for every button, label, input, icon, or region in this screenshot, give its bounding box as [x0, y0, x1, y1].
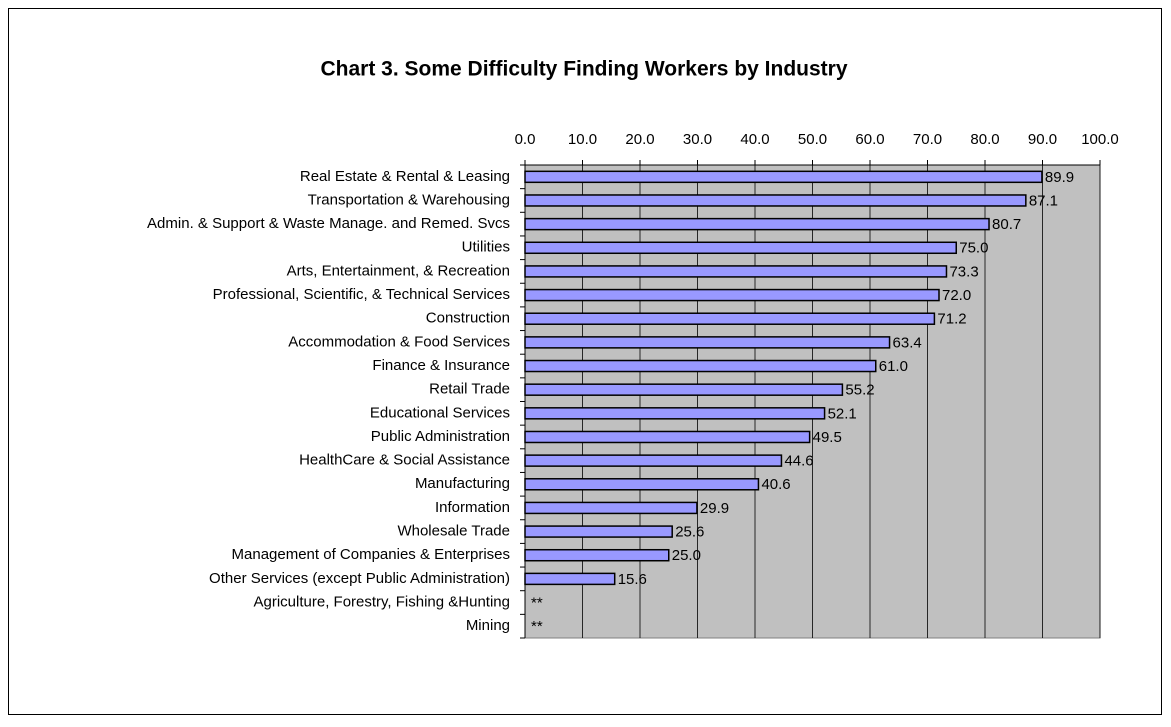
data-label: 72.0: [942, 287, 971, 304]
bar: [524, 525, 673, 538]
x-tick-label: 10.0: [568, 131, 597, 148]
x-tick-label: 30.0: [683, 131, 712, 148]
data-label: 75.0: [959, 240, 988, 257]
data-label: 71.2: [937, 311, 966, 328]
bar: [524, 312, 936, 325]
data-label: 61.0: [879, 358, 908, 375]
y-tick-label: Finance & Insurance: [372, 357, 510, 374]
bar: [524, 265, 948, 278]
y-tick-label: Other Services (except Public Administra…: [209, 570, 510, 587]
y-tick-label: Management of Companies & Enterprises: [232, 546, 510, 563]
x-tick-label: 20.0: [625, 131, 654, 148]
bar: [524, 288, 940, 302]
y-tick-label: Wholesale Trade: [397, 523, 510, 540]
data-label: **: [531, 618, 543, 635]
x-tick-label: 90.0: [1028, 131, 1057, 148]
bar: [524, 454, 783, 467]
y-tick-label: Manufacturing: [415, 475, 510, 492]
data-label: 44.6: [784, 453, 813, 470]
bar: [524, 548, 670, 562]
data-label: 40.6: [761, 476, 790, 493]
bar: [524, 194, 1027, 207]
data-label: **: [531, 594, 543, 611]
y-tick-label: Mining: [466, 617, 510, 634]
bar: [524, 430, 811, 444]
x-tick-label: 0.0: [515, 131, 536, 148]
y-tick-label: Professional, Scientific, & Technical Se…: [213, 286, 510, 303]
y-tick-label: Arts, Entertainment, & Recreation: [287, 262, 510, 279]
chart-title: Chart 3. Some Difficulty Finding Workers…: [320, 58, 847, 81]
y-tick-label: Accommodation & Food Services: [288, 333, 510, 350]
data-label: 73.3: [949, 263, 978, 280]
y-tick-label: Construction: [426, 310, 510, 327]
bar: [524, 383, 844, 396]
bar: [524, 217, 990, 231]
y-tick-label: Retail Trade: [429, 381, 510, 398]
bar: [524, 336, 891, 349]
data-label: 63.4: [893, 334, 922, 351]
data-label: 25.0: [672, 547, 701, 564]
data-label: 49.5: [813, 429, 842, 446]
bar: [524, 572, 616, 586]
y-tick-label: Educational Services: [370, 404, 510, 421]
x-tick-label: 80.0: [970, 131, 999, 148]
bar: [524, 478, 760, 491]
y-tick-label: Real Estate & Rental & Leasing: [300, 168, 510, 185]
x-tick-label: 100.0: [1081, 131, 1119, 148]
y-tick-label: Information: [435, 499, 510, 516]
data-label: 25.6: [675, 524, 704, 541]
bar: [524, 241, 957, 255]
data-label: 15.6: [618, 571, 647, 588]
data-label: 29.9: [700, 500, 729, 517]
data-label: 55.2: [845, 382, 874, 399]
bar: [524, 501, 698, 515]
y-tick-label: Transportation & Warehousing: [308, 191, 510, 208]
y-tick-label: HealthCare & Social Assistance: [299, 452, 510, 469]
y-tick-label: Agriculture, Forestry, Fishing &Hunting: [254, 593, 511, 610]
y-tick-label: Admin. & Support & Waste Manage. and Rem…: [147, 215, 510, 232]
data-label: 89.9: [1045, 169, 1074, 186]
y-tick-label: Public Administration: [371, 428, 510, 445]
x-tick-label: 50.0: [798, 131, 827, 148]
bar: [524, 170, 1043, 184]
bar: [524, 407, 826, 420]
x-tick-label: 40.0: [740, 131, 769, 148]
bar: [524, 359, 877, 373]
x-tick-label: 60.0: [855, 131, 884, 148]
data-label: 52.1: [828, 405, 857, 422]
data-label: 80.7: [992, 216, 1021, 233]
x-tick-label: 70.0: [913, 131, 942, 148]
y-tick-label: Utilities: [462, 239, 510, 256]
data-label: 87.1: [1029, 192, 1058, 209]
